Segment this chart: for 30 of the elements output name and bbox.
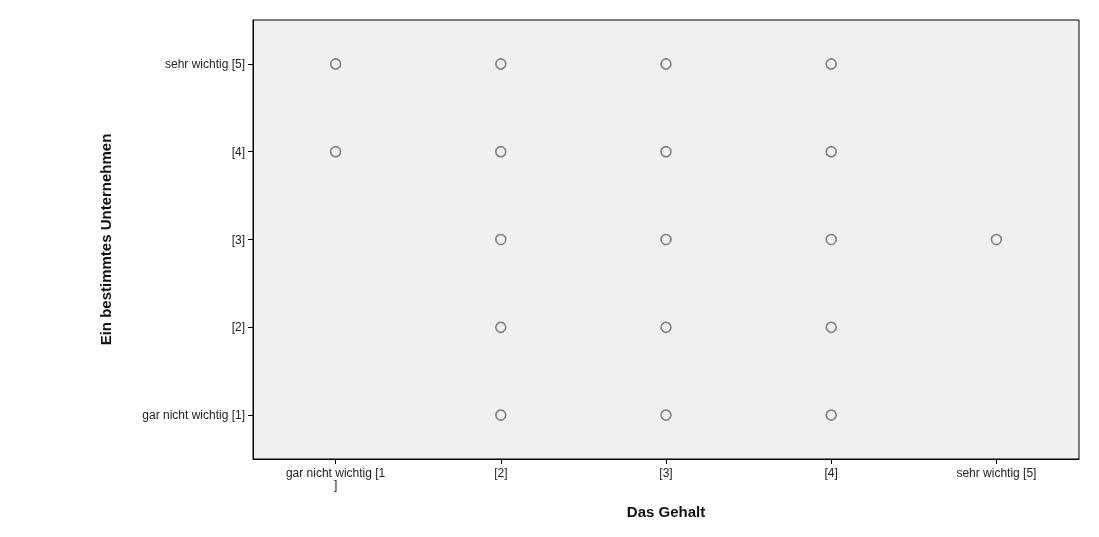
point <box>825 233 837 246</box>
point <box>495 145 507 158</box>
x-tick-label: gar nicht wichtig [1] <box>285 466 386 492</box>
point <box>825 409 837 421</box>
x-axis-title: Das Gehalt <box>626 503 706 520</box>
point <box>660 145 672 158</box>
y-tick-label: [3] <box>231 232 245 247</box>
point <box>660 233 672 246</box>
point <box>495 58 507 70</box>
point <box>329 145 342 158</box>
y-axis-title: Ein bestimmtes Unternehmen <box>97 133 114 346</box>
point <box>660 321 672 334</box>
point <box>329 58 342 70</box>
point <box>660 58 672 70</box>
y-tick-label: [4] <box>231 144 245 159</box>
x-tick-label: [3] <box>659 466 673 480</box>
y-tick-label: [2] <box>231 320 245 335</box>
point <box>660 409 672 421</box>
x-tick-label: [4] <box>824 466 838 480</box>
x-tick-label: sehr wichtig [5] <box>956 466 1037 480</box>
point <box>495 233 507 246</box>
point <box>495 321 507 334</box>
x-tick-label: [2] <box>494 466 508 480</box>
point <box>825 321 837 334</box>
y-tick-label: sehr wichtig [5] <box>164 56 245 71</box>
point <box>825 58 837 70</box>
point <box>495 409 507 421</box>
point <box>990 233 1003 246</box>
point <box>825 145 837 158</box>
y-tick-label: gar nicht wichtig [1] <box>142 408 245 423</box>
